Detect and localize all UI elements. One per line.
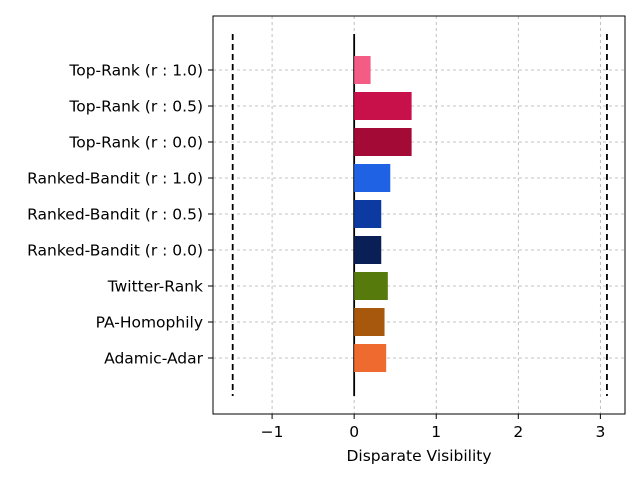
x-axis-label: Disparate Visibility <box>346 447 491 465</box>
x-tick-label: 1 <box>431 423 441 441</box>
y-tick-label: Top-Rank (r : 0.0) <box>68 134 203 152</box>
plot-frame <box>212 15 626 415</box>
bar <box>354 344 387 372</box>
y-tick-label: Ranked-Bandit (r : 0.5) <box>27 206 203 224</box>
bar <box>354 308 385 336</box>
grid-layer <box>213 16 625 414</box>
y-tick-label: Top-Rank (r : 0.5) <box>68 98 203 116</box>
x-tick-label: 3 <box>595 423 605 441</box>
bar <box>354 236 382 264</box>
bar <box>354 56 371 84</box>
bar <box>354 92 412 120</box>
y-tick-label: Top-Rank (r : 1.0) <box>68 62 203 80</box>
y-tick-label: Ranked-Bandit (r : 1.0) <box>27 170 203 188</box>
ticks: −1 0 1 2 3 Top-Rank (r : 1.0) Top-Rank (r : 0.… <box>27 62 605 442</box>
bar <box>354 128 412 156</box>
bar <box>354 200 382 228</box>
bars <box>354 56 412 372</box>
x-tick-label: −1 <box>261 423 284 441</box>
y-tick-label: Ranked-Bandit (r : 0.0) <box>27 242 203 260</box>
y-tick-label: Adamic-Adar <box>104 350 204 368</box>
y-tick-label: PA-Homophily <box>96 314 203 332</box>
y-tick-label: Twitter-Rank <box>107 278 203 296</box>
reference-lines <box>231 34 608 396</box>
x-tick-label: 0 <box>349 423 359 441</box>
bar <box>354 272 388 300</box>
x-tick-label: 2 <box>513 423 523 441</box>
bar <box>354 164 391 192</box>
